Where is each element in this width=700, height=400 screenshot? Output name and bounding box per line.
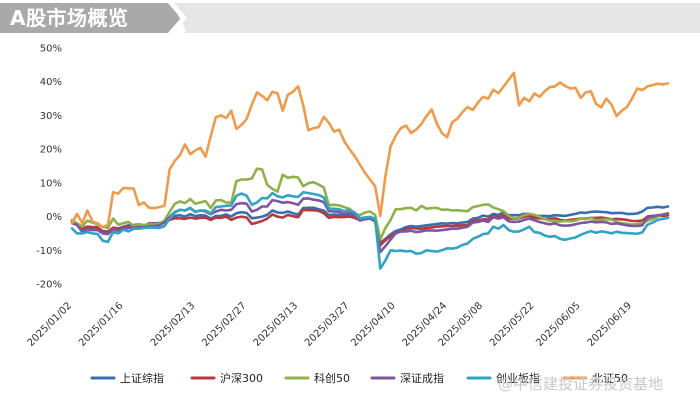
legend-item: 沪深300 (190, 371, 263, 385)
y-tick-label: -10% (36, 246, 62, 257)
page-title: A股市场概览 (10, 6, 129, 30)
x-tick-label: 2025/02/13 (149, 300, 198, 349)
legend-label: 科创50 (314, 371, 350, 385)
legend-label: 深证成指 (400, 371, 444, 385)
title-bar: A股市场概览 (0, 0, 700, 36)
x-tick-label: 2025/06/19 (586, 300, 635, 349)
y-tick-label: -20% (36, 280, 62, 291)
x-tick-label: 2025/01/02 (26, 300, 75, 349)
title-banner-shape (0, 3, 700, 33)
legend-label: 上证综指 (120, 371, 164, 385)
x-tick-label: 2025/02/27 (200, 300, 249, 349)
legend-label: 创业板指 (496, 371, 540, 385)
series-line-3 (70, 167, 670, 241)
line-chart: -20%-10%0%10%20%30%40%50%2025/01/02 2025/… (26, 44, 670, 385)
y-tick-label: 50% (40, 44, 62, 55)
watermark: @中信建投证券投资基地 (498, 375, 664, 393)
x-tick-label: 2025/06/05 (534, 300, 583, 349)
x-tick-label: 2025/04/10 (349, 300, 398, 349)
x-tick-label: 2025/05/22 (488, 300, 537, 349)
legend-item: 科创50 (284, 371, 350, 385)
legend-label: 沪深300 (220, 371, 263, 385)
legend-item: 上证综指 (90, 371, 164, 385)
series-line-6 (70, 71, 670, 229)
y-tick-label: 40% (40, 77, 62, 88)
y-tick-label: 30% (40, 111, 62, 122)
series-line-5 (70, 191, 670, 270)
x-tick-label: 2025/03/27 (303, 300, 352, 349)
y-tick-label: 20% (40, 145, 62, 156)
legend-item: 北证50 (562, 372, 628, 385)
legend-item: 创业板指 (466, 371, 540, 385)
legend-item: 深证成指 (370, 371, 444, 385)
legend-label: 北证50 (592, 372, 628, 385)
x-tick-label: 2025/01/16 (77, 300, 126, 349)
y-tick-label: 0% (46, 212, 62, 223)
x-tick-label: 2025/03/13 (252, 300, 301, 349)
y-tick-label: 10% (40, 178, 62, 189)
